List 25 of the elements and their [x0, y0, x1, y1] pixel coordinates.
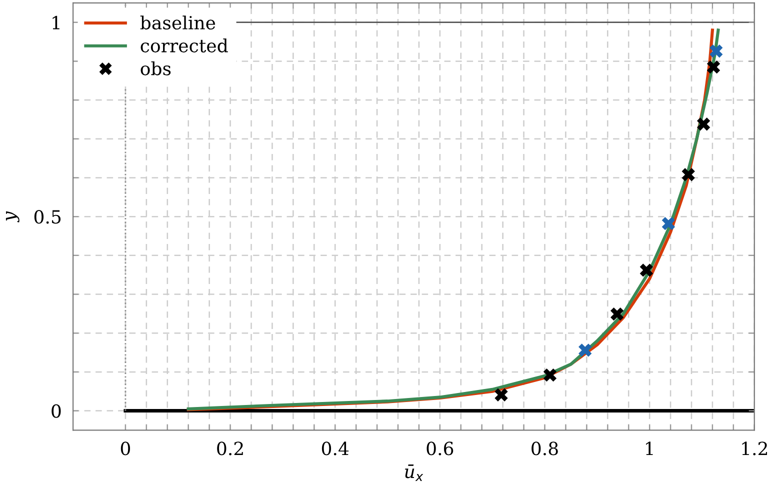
point: [682, 168, 695, 182]
point: [696, 118, 710, 131]
point: [706, 60, 720, 74]
point: [662, 216, 676, 230]
legend-label: corrected: [140, 38, 228, 52]
legend-label: obs: [140, 61, 171, 76]
point: [543, 368, 557, 382]
point: [710, 44, 723, 58]
point: [494, 388, 508, 402]
x-tick-label: 0: [120, 442, 130, 456]
point: [578, 344, 592, 357]
x-tick-label: 0.2: [217, 442, 243, 456]
point: [610, 307, 624, 321]
x-tick-label: 0.8: [532, 442, 558, 456]
x-tick-label: 1.2: [742, 442, 767, 456]
y-tick-label: 1: [52, 16, 60, 30]
x-axis-title: ū$_{x}$: [405, 464, 424, 481]
y-tick-label: 0: [52, 404, 61, 418]
y-axis-title: y: [6, 211, 20, 222]
point: [640, 264, 654, 277]
legend-label: baseline: [140, 16, 216, 30]
x-tick-label: 1: [646, 442, 653, 456]
x-tick-label: 0.6: [426, 442, 454, 456]
x-tick-label: 0.4: [322, 442, 349, 456]
y-tick-label: 0.5: [34, 210, 61, 224]
